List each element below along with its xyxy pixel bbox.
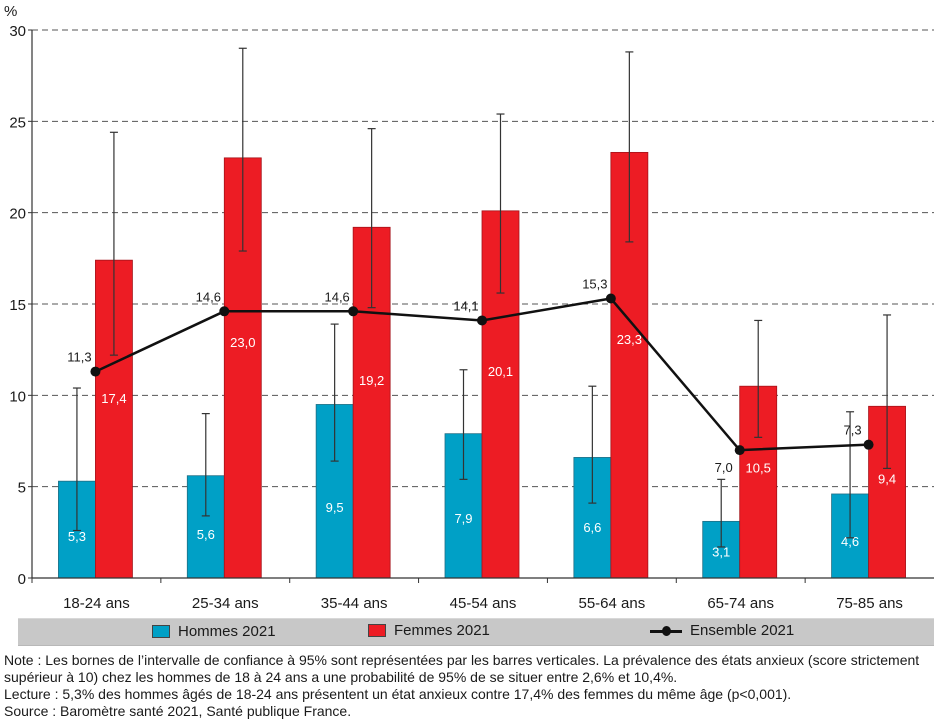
hommes-value-label: 7,9 xyxy=(454,511,472,526)
y-tick-label: 15 xyxy=(9,297,26,314)
hommes-value-label: 3,1 xyxy=(712,544,730,559)
ensemble-point xyxy=(863,439,874,450)
legend-item-femmes: Femmes 2021 xyxy=(368,622,490,639)
legend-item-ensemble: Ensemble 2021 xyxy=(650,622,794,639)
y-axis-label: % xyxy=(4,3,17,20)
hommes-value-label: 9,5 xyxy=(326,500,344,515)
ensemble-point xyxy=(219,306,230,317)
ensemble-point xyxy=(90,366,101,377)
legend-label-ensemble: Ensemble 2021 xyxy=(690,622,795,639)
bars: 5,3 5,6 9,5 7,9 6,6 3,1 4,6 17,4 23,0 19,2 20,1 23,… xyxy=(58,151,906,579)
chart-area: % 0 5 10 15 20 25 30 5,3 5,6 9,5 7,9 6,6 3,1 4,6 17,4… xyxy=(4,3,934,612)
y-tick-label: 25 xyxy=(9,114,26,131)
ensemble-point xyxy=(605,293,616,304)
ensemble-value-label: 7,0 xyxy=(715,460,733,475)
axes xyxy=(31,30,934,579)
x-axis-ticks: 18-24 ans 25-34 ans 35-44 ans 45-54 ans 55-6… xyxy=(31,578,903,612)
y-axis-ticks: 0 5 10 15 20 25 30 xyxy=(9,23,32,588)
legend-label-femmes: Femmes 2021 xyxy=(394,622,490,639)
hommes-value-label: 6,6 xyxy=(583,520,601,535)
hommes-value-label: 4,6 xyxy=(841,534,859,549)
ensemble-value-label: 14,6 xyxy=(324,289,349,304)
femmes-value-label: 10,5 xyxy=(746,461,771,476)
chart-notes: Note : Les bornes de l’intervalle de con… xyxy=(4,652,932,720)
y-tick-label: 5 xyxy=(18,480,26,497)
femmes-value-label: 23,0 xyxy=(230,335,255,350)
ensemble-value-label: 14,6 xyxy=(196,289,221,304)
ensemble-point xyxy=(348,306,359,317)
x-tick-label: 35-44 ans xyxy=(321,595,388,612)
ensemble-line: 11,3 14,6 14,6 14,1 15,3 7,0 7,3 xyxy=(67,277,874,475)
ensemble-point xyxy=(477,315,487,326)
ensemble-value-label: 11,3 xyxy=(67,350,91,365)
y-tick-label: 20 xyxy=(9,206,26,223)
error-bars xyxy=(72,47,892,548)
ensemble-value-label: 14,1 xyxy=(453,298,478,313)
legend-line-marker-icon xyxy=(650,624,682,638)
ensemble-value-label: 15,3 xyxy=(582,277,607,292)
femmes-value-label: 19,2 xyxy=(359,373,384,388)
lecture-text: Lecture : 5,3% des hommes âgés de 18-24 … xyxy=(4,686,792,702)
legend-item-hommes: Hommes 2021 xyxy=(152,623,276,640)
source-text: Source : Baromètre santé 2021, Santé pub… xyxy=(4,703,352,719)
y-tick-label: 10 xyxy=(9,388,26,405)
ensemble-value-label: 7,3 xyxy=(844,423,862,438)
hommes-value-label: 5,3 xyxy=(68,529,86,544)
y-tick-label: 0 xyxy=(18,571,26,588)
y-tick-label: 30 xyxy=(9,23,26,40)
x-tick-label: 65-74 ans xyxy=(707,595,774,612)
x-tick-label: 18-24 ans xyxy=(63,595,130,612)
femmes-value-label: 20,1 xyxy=(488,364,513,379)
x-tick-label: 75-85 ans xyxy=(836,595,903,612)
ensemble-point xyxy=(734,445,745,456)
legend: Hommes 2021 xyxy=(18,618,934,646)
note-text: Note : Les bornes de l’intervalle de con… xyxy=(4,652,920,685)
femmes-value-label: 23,3 xyxy=(617,332,642,347)
legend-label-hommes: Hommes 2021 xyxy=(178,623,276,640)
x-tick-label: 25-34 ans xyxy=(192,595,259,612)
legend-swatch-hommes xyxy=(152,625,170,638)
x-tick-label: 45-54 ans xyxy=(450,595,517,612)
femmes-value-label: 17,4 xyxy=(101,391,126,406)
femmes-value-label: 9,4 xyxy=(878,472,896,487)
x-tick-label: 55-64 ans xyxy=(578,595,645,612)
legend-swatch-femmes xyxy=(368,624,386,637)
hommes-value-label: 5,6 xyxy=(197,527,215,542)
